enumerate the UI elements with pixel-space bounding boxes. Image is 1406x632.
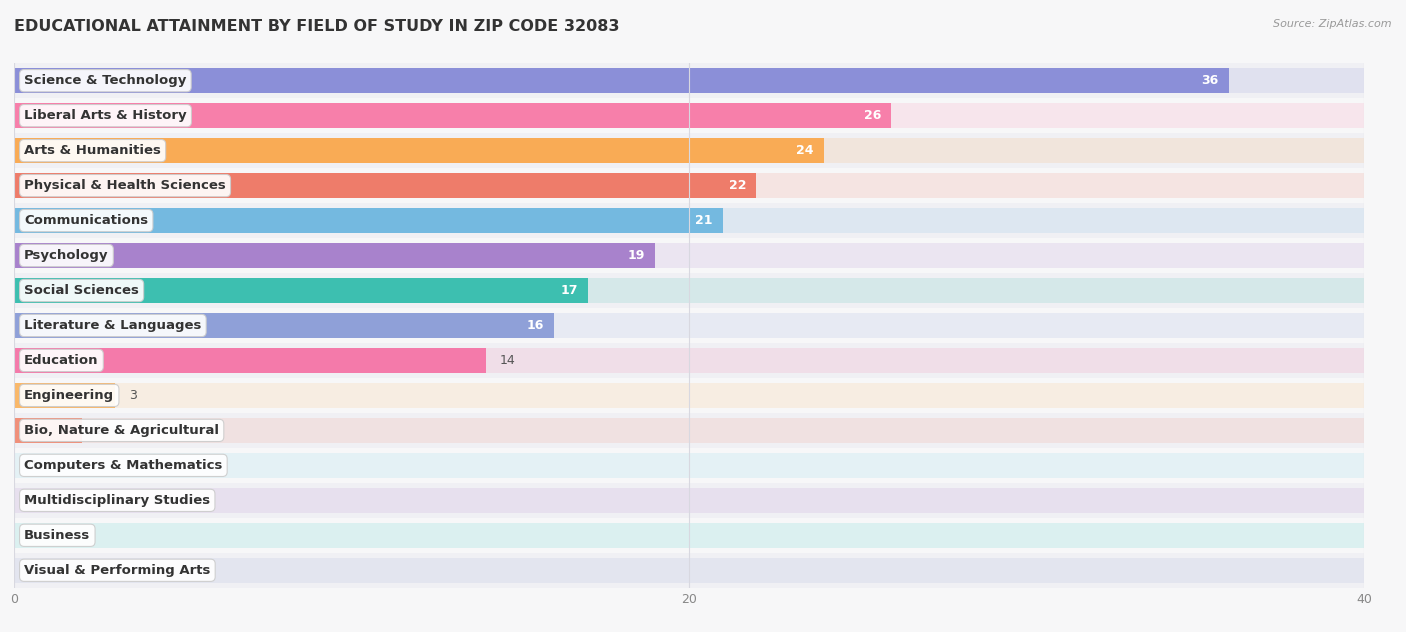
- Text: Multidisciplinary Studies: Multidisciplinary Studies: [24, 494, 211, 507]
- Bar: [14, 173, 756, 198]
- Bar: [14, 103, 1364, 128]
- Bar: [14, 557, 1364, 583]
- Text: Visual & Performing Arts: Visual & Performing Arts: [24, 564, 211, 577]
- Text: Source: ZipAtlas.com: Source: ZipAtlas.com: [1274, 19, 1392, 29]
- Bar: [14, 313, 1364, 338]
- Bar: [14, 343, 1364, 378]
- Bar: [14, 273, 1364, 308]
- Bar: [14, 553, 1364, 588]
- Bar: [14, 138, 824, 163]
- Text: EDUCATIONAL ATTAINMENT BY FIELD OF STUDY IN ZIP CODE 32083: EDUCATIONAL ATTAINMENT BY FIELD OF STUDY…: [14, 19, 620, 34]
- Bar: [14, 138, 1364, 163]
- Text: Psychology: Psychology: [24, 249, 108, 262]
- Bar: [14, 208, 723, 233]
- Text: 0: 0: [28, 529, 35, 542]
- Text: Social Sciences: Social Sciences: [24, 284, 139, 297]
- Text: 22: 22: [728, 179, 747, 192]
- Bar: [14, 418, 1364, 443]
- Bar: [14, 208, 1364, 233]
- Bar: [14, 348, 486, 373]
- Bar: [14, 413, 1364, 448]
- Bar: [14, 313, 554, 338]
- Bar: [14, 308, 1364, 343]
- Text: Bio, Nature & Agricultural: Bio, Nature & Agricultural: [24, 424, 219, 437]
- Bar: [14, 173, 1364, 198]
- Bar: [14, 243, 1364, 268]
- Bar: [14, 488, 1364, 513]
- Text: 26: 26: [863, 109, 882, 122]
- Bar: [14, 98, 1364, 133]
- Text: Computers & Mathematics: Computers & Mathematics: [24, 459, 222, 472]
- Bar: [14, 278, 1364, 303]
- Text: 24: 24: [796, 144, 814, 157]
- Text: Communications: Communications: [24, 214, 148, 227]
- Text: 14: 14: [501, 354, 516, 367]
- Bar: [14, 483, 1364, 518]
- Text: Science & Technology: Science & Technology: [24, 74, 187, 87]
- Bar: [14, 383, 1364, 408]
- Bar: [14, 103, 891, 128]
- Bar: [14, 133, 1364, 168]
- Text: Literature & Languages: Literature & Languages: [24, 319, 201, 332]
- Text: Business: Business: [24, 529, 90, 542]
- Bar: [14, 383, 115, 408]
- Text: Education: Education: [24, 354, 98, 367]
- Bar: [14, 523, 1364, 548]
- Text: 36: 36: [1202, 74, 1219, 87]
- Text: Arts & Humanities: Arts & Humanities: [24, 144, 162, 157]
- Bar: [14, 378, 1364, 413]
- Bar: [14, 448, 1364, 483]
- Bar: [14, 518, 1364, 553]
- Bar: [14, 68, 1229, 94]
- Bar: [14, 278, 588, 303]
- Bar: [14, 348, 1364, 373]
- Text: 21: 21: [695, 214, 713, 227]
- Text: 16: 16: [526, 319, 544, 332]
- Text: Liberal Arts & History: Liberal Arts & History: [24, 109, 187, 122]
- Bar: [14, 68, 1364, 94]
- Text: Physical & Health Sciences: Physical & Health Sciences: [24, 179, 226, 192]
- Bar: [14, 63, 1364, 98]
- Text: 3: 3: [129, 389, 136, 402]
- Bar: [14, 238, 1364, 273]
- Text: 0: 0: [28, 459, 35, 472]
- Bar: [14, 203, 1364, 238]
- Text: 17: 17: [560, 284, 578, 297]
- Bar: [14, 168, 1364, 203]
- Text: 0: 0: [28, 564, 35, 577]
- Bar: [14, 418, 82, 443]
- Text: 0: 0: [28, 494, 35, 507]
- Bar: [14, 243, 655, 268]
- Text: Engineering: Engineering: [24, 389, 114, 402]
- Bar: [14, 453, 1364, 478]
- Text: 2: 2: [96, 424, 103, 437]
- Text: 19: 19: [627, 249, 645, 262]
